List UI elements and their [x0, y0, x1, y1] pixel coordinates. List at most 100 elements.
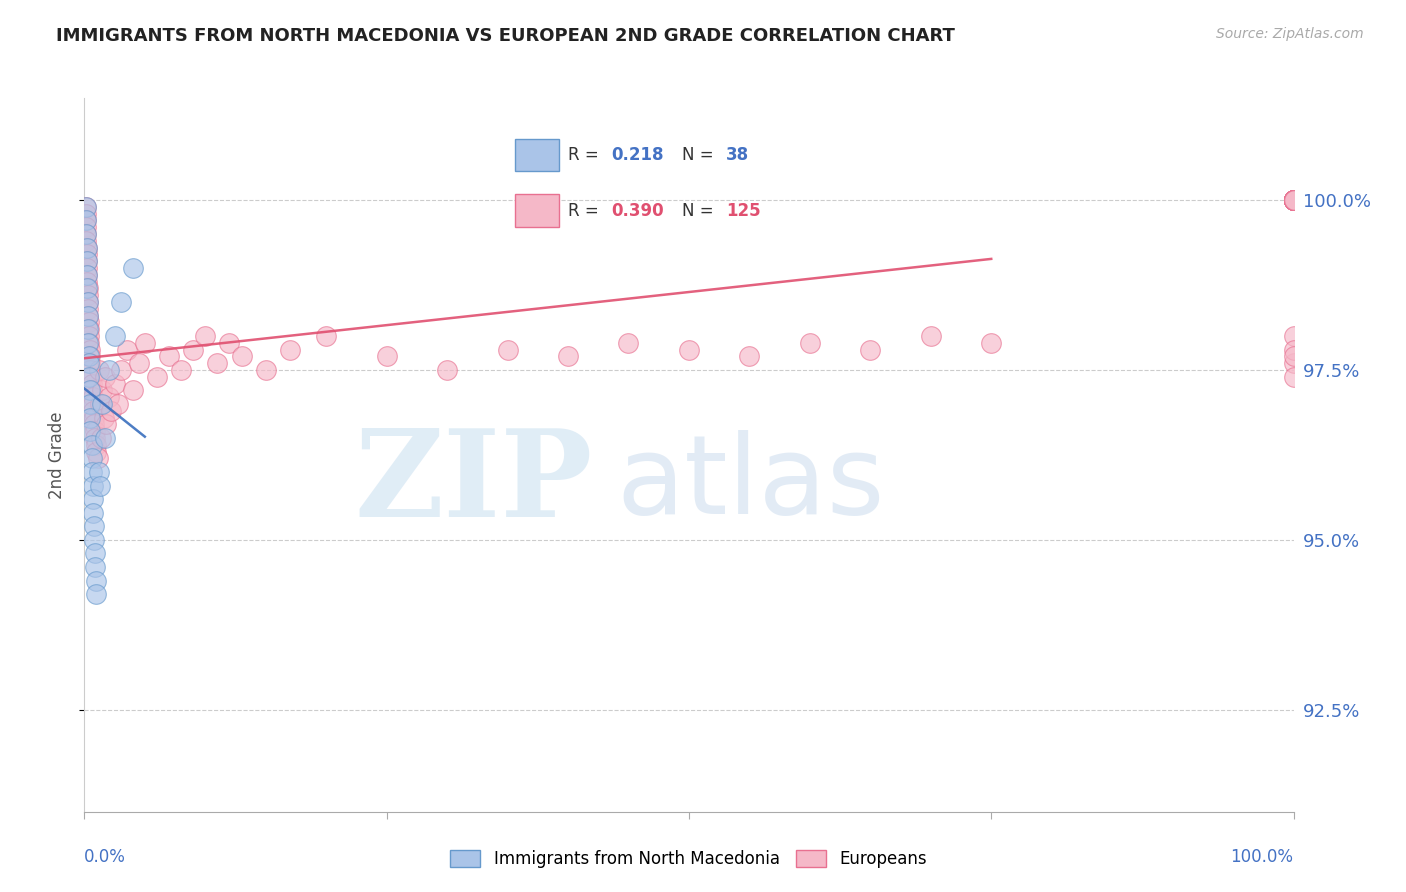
- Point: [83, 533, 105, 547]
- Point: [1282, 193, 1305, 207]
- Text: 38: 38: [725, 146, 749, 164]
- Point: [86, 451, 108, 466]
- Point: [97, 363, 120, 377]
- Point: [1282, 193, 1305, 207]
- Point: [75, 207, 97, 221]
- Point: [375, 350, 398, 364]
- Point: [254, 363, 277, 377]
- Point: [110, 363, 132, 377]
- Point: [181, 343, 204, 357]
- Point: [1282, 193, 1305, 207]
- Text: Source: ZipAtlas.com: Source: ZipAtlas.com: [1216, 27, 1364, 41]
- Point: [121, 260, 143, 275]
- Point: [1282, 193, 1305, 207]
- Point: [157, 350, 180, 364]
- Point: [100, 403, 122, 417]
- Point: [1282, 193, 1305, 207]
- Point: [75, 213, 97, 227]
- Point: [1282, 193, 1305, 207]
- Point: [82, 492, 104, 507]
- Point: [77, 356, 100, 370]
- Point: [1282, 193, 1305, 207]
- Point: [1282, 193, 1305, 207]
- Point: [77, 369, 100, 384]
- FancyBboxPatch shape: [516, 194, 558, 227]
- Point: [1282, 193, 1305, 207]
- Point: [1282, 193, 1305, 207]
- Point: [79, 356, 101, 370]
- Text: N =: N =: [682, 146, 720, 164]
- Point: [1282, 193, 1305, 207]
- Point: [91, 384, 114, 398]
- Point: [121, 384, 143, 398]
- Point: [1282, 193, 1305, 207]
- Point: [1282, 356, 1305, 370]
- Point: [75, 234, 97, 248]
- Point: [1282, 329, 1305, 343]
- Point: [97, 390, 120, 404]
- Point: [859, 343, 882, 357]
- Point: [1282, 193, 1305, 207]
- Point: [1282, 193, 1305, 207]
- Text: IMMIGRANTS FROM NORTH MACEDONIA VS EUROPEAN 2ND GRADE CORRELATION CHART: IMMIGRANTS FROM NORTH MACEDONIA VS EUROP…: [56, 27, 955, 45]
- Point: [77, 329, 100, 343]
- Point: [75, 213, 97, 227]
- Point: [218, 335, 240, 350]
- Point: [76, 260, 98, 275]
- Point: [1282, 193, 1305, 207]
- Point: [128, 356, 150, 370]
- Point: [77, 295, 100, 310]
- Point: [1282, 350, 1305, 364]
- Point: [76, 247, 98, 261]
- Point: [1282, 193, 1305, 207]
- Point: [82, 403, 104, 417]
- Point: [1282, 193, 1305, 207]
- Point: [1282, 193, 1305, 207]
- Point: [79, 350, 101, 364]
- Point: [87, 363, 110, 377]
- Point: [278, 343, 301, 357]
- Legend: Immigrants from North Macedonia, Europeans: Immigrants from North Macedonia, Europea…: [444, 843, 934, 875]
- Text: N =: N =: [682, 202, 720, 219]
- Point: [84, 546, 107, 560]
- Point: [1282, 193, 1305, 207]
- Text: 0.218: 0.218: [612, 146, 664, 164]
- Point: [80, 451, 103, 466]
- Point: [76, 241, 98, 255]
- Point: [980, 335, 1002, 350]
- Point: [82, 397, 104, 411]
- Point: [1282, 193, 1305, 207]
- Point: [79, 410, 101, 425]
- Point: [77, 281, 100, 295]
- Point: [76, 281, 98, 295]
- Text: ZIP: ZIP: [354, 425, 592, 542]
- Point: [84, 424, 107, 438]
- Point: [77, 288, 100, 302]
- Point: [86, 438, 108, 452]
- Point: [557, 350, 579, 364]
- Point: [1282, 193, 1305, 207]
- Point: [436, 363, 458, 377]
- Point: [231, 350, 253, 364]
- Point: [1282, 193, 1305, 207]
- Point: [75, 200, 97, 214]
- Point: [80, 465, 103, 479]
- Point: [1282, 193, 1305, 207]
- Point: [94, 431, 117, 445]
- Point: [80, 369, 103, 384]
- Point: [315, 329, 337, 343]
- Text: 100.0%: 100.0%: [1230, 847, 1294, 865]
- Point: [91, 397, 114, 411]
- Point: [207, 356, 229, 370]
- Point: [80, 384, 103, 398]
- Point: [799, 335, 821, 350]
- Point: [1282, 193, 1305, 207]
- Point: [77, 301, 100, 316]
- Text: 0.0%: 0.0%: [84, 847, 127, 865]
- Point: [76, 268, 98, 282]
- Point: [77, 335, 100, 350]
- Point: [75, 227, 97, 241]
- Point: [1282, 369, 1305, 384]
- Point: [82, 506, 104, 520]
- Point: [110, 295, 132, 310]
